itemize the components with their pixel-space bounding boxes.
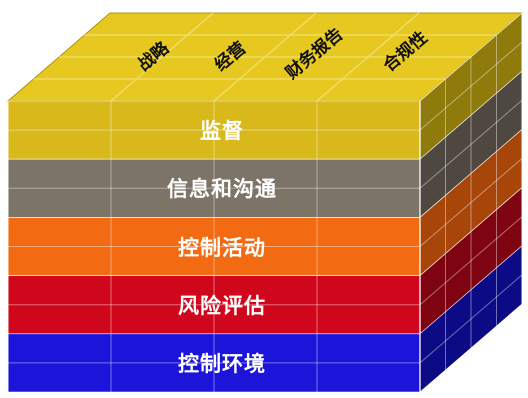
layer-label-control-environment: 控制环境	[178, 351, 266, 376]
top-grid-column-line	[213, 12, 317, 102]
layer-label-control-activities: 控制活动	[178, 235, 266, 260]
side-grid-line	[419, 41, 523, 131]
top-grid-column-line	[316, 12, 420, 102]
side-grid-line	[419, 99, 523, 189]
side-grid-line	[419, 274, 523, 364]
side-grid-line	[419, 216, 523, 306]
top-grid-column-line	[110, 12, 214, 102]
layer-label-risk-assessment: 风险评估	[178, 293, 266, 318]
layer-label-monitoring: 监督	[200, 119, 244, 144]
layer-label-information: 信息和沟通	[167, 177, 277, 202]
side-grid-line	[419, 158, 523, 247]
